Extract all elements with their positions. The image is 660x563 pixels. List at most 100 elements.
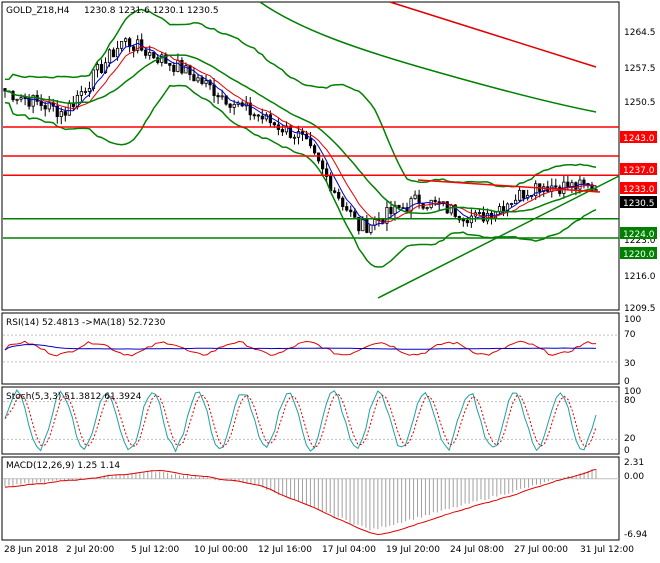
candle-body — [19, 97, 23, 100]
candle-body — [252, 114, 256, 117]
candle-body — [445, 201, 449, 214]
candle-body — [119, 40, 124, 49]
stoch-d-line — [4, 392, 597, 449]
candle-body — [256, 114, 260, 117]
candle-body — [425, 207, 429, 209]
candle-body — [308, 138, 313, 147]
candle-body — [534, 183, 538, 197]
candle-body — [212, 84, 216, 96]
candle-body — [128, 38, 132, 48]
candle-body — [91, 69, 96, 89]
candle-body — [522, 189, 526, 199]
candle-body — [566, 181, 570, 188]
candle-body — [204, 80, 208, 84]
level-tag: 1220.0 — [623, 250, 655, 260]
price-tick: 1250.5 — [624, 98, 656, 108]
time-tick: 5 Jul 12:00 — [131, 545, 180, 555]
candle-body — [136, 39, 140, 51]
candle-body — [228, 103, 232, 108]
candle-body — [582, 179, 586, 184]
current-price-tag: 1230.5 — [623, 199, 655, 209]
candle-body — [373, 219, 377, 226]
candle-body — [79, 91, 83, 96]
candle-body — [513, 199, 518, 204]
price-tick: 1216.0 — [624, 272, 656, 282]
rsi-tick: 0 — [624, 377, 630, 387]
long-ma-red — [389, 1, 597, 68]
rsi-ma-line — [4, 343, 597, 351]
candle-body — [385, 207, 389, 224]
candle-body — [518, 189, 522, 201]
candle-body — [349, 209, 353, 213]
candle-body — [268, 114, 272, 124]
candle-body — [248, 102, 252, 116]
macd-signal-line — [4, 468, 597, 536]
candle-body — [103, 62, 108, 74]
candle-body — [333, 190, 337, 193]
candle-body — [63, 111, 67, 116]
price-tick: 1264.5 — [624, 28, 656, 38]
candle-body — [316, 152, 321, 162]
candle-body — [115, 47, 120, 58]
macd-panel — [1, 456, 620, 541]
candle-body — [292, 136, 297, 139]
stoch-tick: 0 — [624, 446, 630, 456]
bollinger-middle — [4, 54, 597, 215]
candle-body — [144, 49, 148, 56]
rsi-label: RSI(14) 52.4813 ->MA(18) 52.7230 — [6, 318, 166, 328]
rsi-tick: 70 — [624, 330, 636, 340]
candle-body — [341, 197, 345, 207]
candle-body — [465, 220, 469, 224]
macd-axis: 2.31 0.00 -6.94 — [624, 458, 648, 540]
rsi-axis: 100 70 30 0 — [624, 315, 641, 387]
level-tag-bg — [620, 247, 657, 259]
stoch-k-line — [4, 389, 597, 453]
candle-body — [280, 129, 285, 133]
rsi-line — [4, 340, 597, 357]
time-tick: 2 Jul 20:00 — [66, 545, 115, 555]
candle-body — [200, 77, 204, 84]
macd-tick: 0.00 — [624, 472, 644, 482]
candles — [3, 33, 598, 235]
candle-body — [71, 103, 75, 107]
candle-body — [365, 219, 369, 233]
long-ma-green — [259, 1, 597, 113]
candle-body — [216, 95, 220, 98]
candle-body — [325, 168, 329, 177]
trendline-support — [377, 175, 620, 299]
candle-body — [196, 77, 200, 82]
symbol-label: GOLD_Z18,H4 — [6, 6, 70, 16]
candle-body — [409, 198, 413, 212]
candle-body — [353, 211, 357, 218]
candle-body — [369, 224, 373, 233]
candle-body — [321, 160, 325, 170]
macd-label: MACD(12,26,9) 1.25 1.14 — [6, 461, 120, 471]
trendline-resistance — [417, 179, 601, 193]
candle-body — [554, 185, 558, 188]
price-axis: 1264.5 1257.5 1250.5 1209.5 1216.0 1223.… — [624, 28, 656, 314]
candle-body — [337, 192, 341, 199]
ma-fast-line — [4, 42, 597, 227]
price-tick: 1257.5 — [624, 64, 656, 74]
levels — [3, 126, 620, 299]
ma-slow-line — [4, 46, 597, 223]
level-tags: 1243.0 1237.0 1233.0 1230.5 1224.0 1220.… — [620, 131, 657, 260]
stoch-tick: 20 — [624, 434, 636, 444]
candle-body — [224, 95, 228, 105]
rsi-tick: 30 — [624, 359, 636, 369]
stoch-label: Stoch(5,3,3) 51.3812 61.3924 — [6, 392, 142, 402]
bollinger-lower — [4, 84, 597, 268]
candle-body — [477, 212, 482, 214]
level-tag: 1224.0 — [623, 230, 655, 240]
indicators — [3, 334, 619, 536]
candle-body — [111, 49, 116, 58]
candle-body — [220, 95, 224, 98]
level-tag-bg — [620, 227, 657, 239]
candle-body — [95, 64, 100, 71]
current-price-tag-bg — [620, 196, 657, 208]
time-tick: 17 Jul 04:00 — [322, 545, 376, 555]
candle-body — [260, 115, 264, 120]
candle-body — [31, 94, 35, 107]
